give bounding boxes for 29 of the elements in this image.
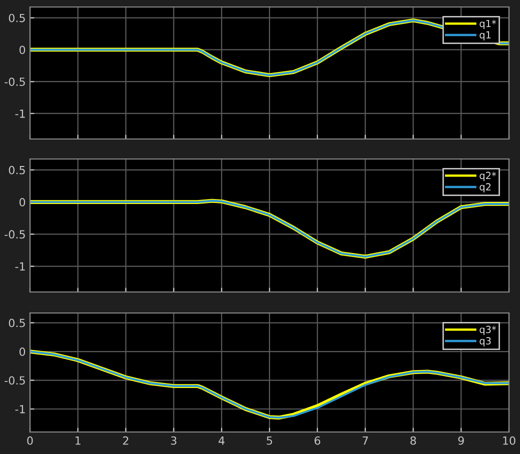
x-tick-label: 6 [314,436,320,445]
x-tick-label: 9 [458,436,464,445]
legend-label: q1* [480,20,496,30]
x-tick-label: 4 [218,436,225,445]
x-tick-label: 0 [27,436,33,445]
y-tick-label: 0 [19,46,26,54]
x-tick-label: 10 [503,436,516,445]
legend-label: q2* [480,172,496,182]
x-tick-label: 2 [123,436,128,445]
x-tick-label: 8 [410,436,416,445]
y-tick-label: -1 [15,262,25,271]
legend-label: q1 [480,31,491,40]
y-tick-label: -0.5 [4,230,25,239]
y-tick-label: -1 [15,405,25,414]
y-tick-label: 0 [19,198,26,206]
x-tick-label: 1 [76,436,80,445]
x-tick-label: 5 [266,436,272,445]
y-tick-label: -0.5 [4,78,25,86]
y-tick-label: -0.5 [4,376,25,385]
legend-label: q3* [480,326,496,336]
legend-label: q3 [480,337,491,346]
x-tick-label: 7 [362,436,368,445]
legend-label: q2 [480,183,491,192]
y-tick-label: -1 [15,110,25,118]
y-tick-label: 0.5 [8,166,25,174]
y-tick-label: 0.5 [8,14,25,22]
y-tick-label: 0.5 [8,318,25,328]
x-tick-label: 3 [171,436,176,445]
y-tick-label: 0 [19,347,26,356]
